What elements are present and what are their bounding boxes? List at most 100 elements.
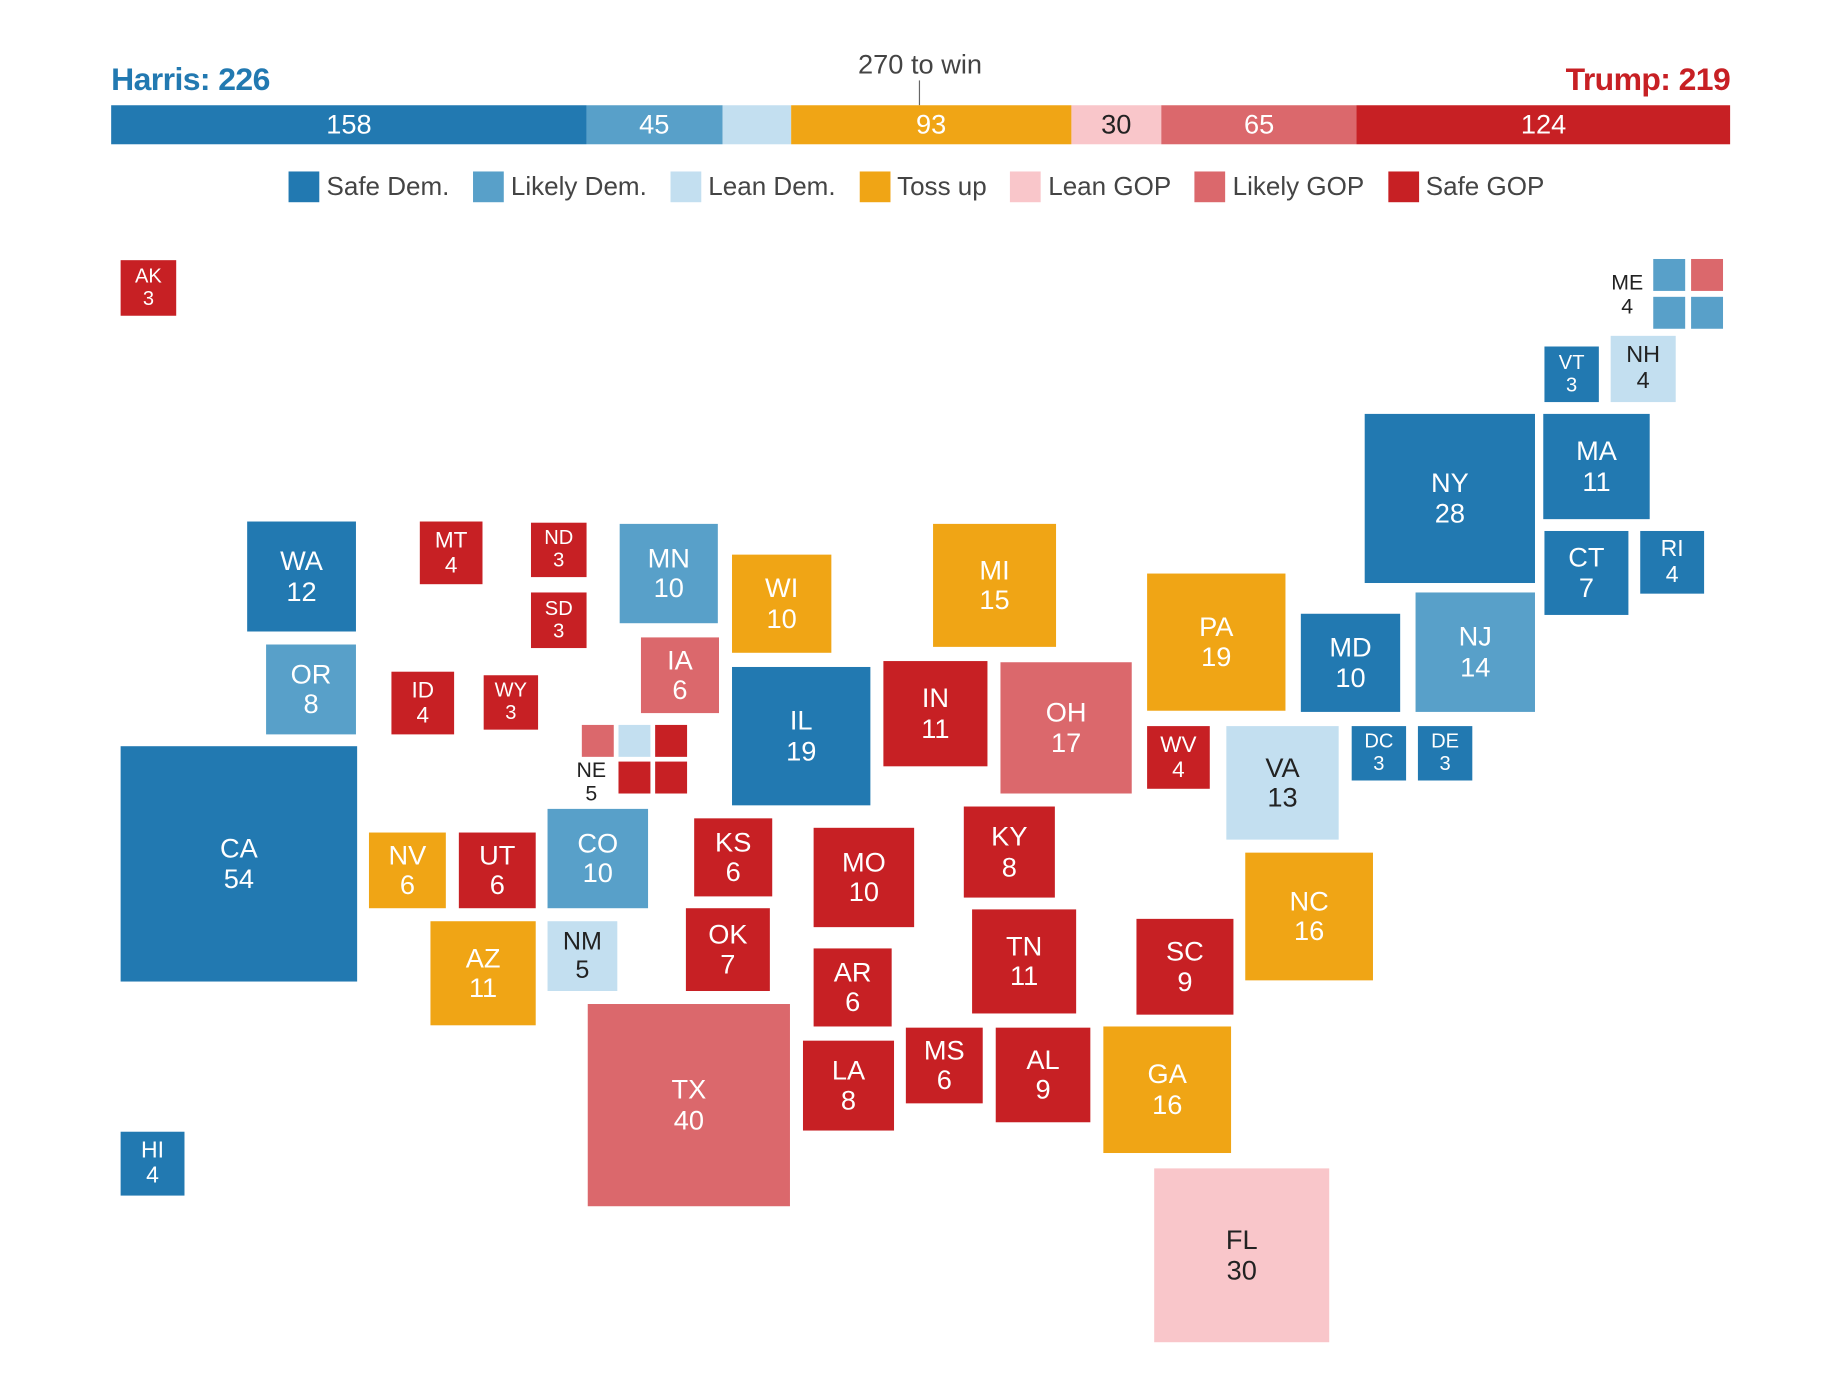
state-tile-or[interactable]: OR 8	[266, 644, 356, 735]
state-tile-tx[interactable]: TX 40	[587, 1004, 790, 1207]
harris-total: Harris: 226	[111, 61, 270, 97]
state-abbr: NM	[562, 927, 602, 956]
state-tile-md[interactable]: MD 10	[1300, 613, 1401, 712]
state-tile-mi[interactable]: MI 15	[933, 523, 1057, 647]
state-tile-wi[interactable]: WI 10	[732, 554, 832, 653]
district-tile-ne-5[interactable]	[655, 761, 688, 794]
state-tile-oh[interactable]: OH 17	[1000, 662, 1132, 794]
legend-item-toss-up: Toss up	[859, 171, 987, 203]
district-tile-ne-1[interactable]	[581, 724, 614, 757]
state-tile-pa[interactable]: PA 19	[1147, 573, 1286, 711]
state-abbr: MT	[434, 528, 468, 553]
state-tile-nh[interactable]: NH 4	[1610, 335, 1676, 403]
state-tile-de[interactable]: DE 3	[1417, 726, 1473, 781]
legend-label: Safe GOP	[1425, 171, 1545, 202]
state-tile-il[interactable]: IL 19	[732, 666, 871, 806]
state-tile-ks[interactable]: KS 6	[694, 818, 773, 897]
state-tile-ms[interactable]: MS 6	[905, 1027, 983, 1104]
state-tile-az[interactable]: AZ 11	[430, 921, 536, 1026]
district-tile-ne-2[interactable]	[618, 724, 651, 757]
state-tile-fl[interactable]: FL 30	[1154, 1168, 1330, 1343]
state-tile-mn[interactable]: MN 10	[619, 523, 718, 624]
state-abbr: IL	[789, 705, 813, 736]
state-tile-ri[interactable]: RI 4	[1640, 530, 1705, 594]
state-tile-id[interactable]: ID 4	[391, 671, 455, 735]
state-tile-ia[interactable]: IA 6	[640, 637, 720, 714]
state-tile-ca[interactable]: CA 54	[120, 746, 358, 982]
legend-item-lean-dem: Lean Dem.	[670, 171, 836, 203]
state-abbr: WY	[494, 679, 528, 702]
state-tile-wy[interactable]: WY 3	[483, 675, 539, 730]
state-abbr: KS	[715, 826, 752, 858]
state-electoral-votes: 11	[921, 712, 950, 744]
state-electoral-votes: 6	[399, 869, 415, 900]
state-tile-sc[interactable]: SC 9	[1136, 918, 1234, 1015]
state-tile-in[interactable]: IN 11	[883, 661, 988, 767]
state-electoral-votes: 19	[786, 734, 817, 766]
state-electoral-votes: 4	[1665, 561, 1679, 588]
state-label-me: ME 4	[1604, 271, 1651, 319]
district-tile-me-4[interactable]	[1691, 296, 1724, 329]
state-tile-nc[interactable]: NC 16	[1245, 852, 1373, 981]
state-tile-nv[interactable]: NV 6	[368, 832, 446, 909]
state-abbr: NC	[1289, 885, 1329, 917]
state-tile-wa[interactable]: WA 12	[247, 521, 356, 632]
state-electoral-votes: 16	[1152, 1088, 1183, 1120]
state-tile-hi[interactable]: HI 4	[120, 1131, 185, 1196]
state-tile-al[interactable]: AL 9	[995, 1027, 1091, 1123]
state-abbr: MO	[841, 846, 886, 878]
state-abbr: PA	[1199, 611, 1234, 642]
district-tile-me-1[interactable]	[1653, 258, 1686, 291]
state-tile-mt[interactable]: MT 4	[419, 521, 483, 585]
state-abbr: AK	[134, 264, 162, 288]
state-abbr: DC	[1364, 730, 1394, 753]
bar-segment-safe-dem: 158	[111, 105, 587, 145]
state-tile-wv[interactable]: WV 4	[1147, 726, 1210, 789]
legend-item-likely-gop: Likely GOP	[1194, 171, 1364, 203]
state-tile-ar[interactable]: AR 6	[813, 948, 892, 1027]
state-tile-ky[interactable]: KY 8	[963, 806, 1055, 898]
state-tile-la[interactable]: LA 8	[802, 1040, 895, 1131]
state-electoral-votes: 7	[720, 948, 736, 980]
electoral-vote-bar: 158 45 93 30 65 124	[111, 105, 1731, 145]
state-tile-ok[interactable]: OK 7	[685, 908, 770, 992]
state-electoral-votes: 6	[845, 986, 861, 1018]
state-tile-ak[interactable]: AK 3	[120, 260, 177, 316]
state-tile-mo[interactable]: MO 10	[813, 827, 915, 928]
state-tile-co[interactable]: CO 10	[547, 808, 649, 909]
district-tile-ne-4[interactable]	[618, 761, 651, 794]
state-abbr: ID	[411, 678, 435, 704]
state-electoral-votes: 8	[840, 1084, 857, 1116]
state-tile-nj[interactable]: NJ 14	[1415, 592, 1535, 712]
district-tile-me-2[interactable]	[1691, 258, 1724, 291]
state-tile-ct[interactable]: CT 7	[1544, 530, 1629, 615]
state-abbr: AL	[1026, 1043, 1060, 1075]
district-tile-ne-3[interactable]	[655, 724, 688, 757]
state-abbr: UT	[479, 839, 516, 871]
bar-segment-likely-gop: 65	[1161, 105, 1357, 145]
state-electoral-votes: 9	[1177, 965, 1193, 997]
state-tile-tn[interactable]: TN 11	[972, 909, 1077, 1014]
state-tile-ga[interactable]: GA 16	[1103, 1026, 1232, 1154]
state-electoral-votes: 10	[848, 876, 880, 908]
legend-swatch	[1387, 171, 1419, 203]
state-tile-ny[interactable]: NY 28	[1364, 413, 1535, 584]
state-tile-nd[interactable]: ND 3	[530, 522, 587, 578]
state-tile-ma[interactable]: MA 11	[1543, 413, 1650, 520]
state-abbr: SD	[544, 596, 573, 620]
state-tile-ut[interactable]: UT 6	[458, 832, 536, 909]
legend-label: Safe Dem.	[326, 171, 450, 202]
state-electoral-votes: 19	[1201, 640, 1232, 672]
bar-segment-lean-gop: 30	[1071, 105, 1162, 145]
legend-label: Toss up	[897, 171, 987, 202]
state-tile-sd[interactable]: SD 3	[530, 592, 587, 649]
state-electoral-votes: 3	[1373, 752, 1385, 775]
district-tile-me-3[interactable]	[1653, 296, 1686, 329]
state-electoral-votes: 13	[1267, 781, 1298, 813]
state-tile-nm[interactable]: NM 5	[547, 921, 618, 992]
state-electoral-votes: 12	[286, 575, 317, 607]
state-tile-va[interactable]: VA 13	[1226, 726, 1339, 840]
state-tile-dc[interactable]: DC 3	[1351, 726, 1407, 781]
state-tile-vt[interactable]: VT 3	[1544, 346, 1599, 403]
